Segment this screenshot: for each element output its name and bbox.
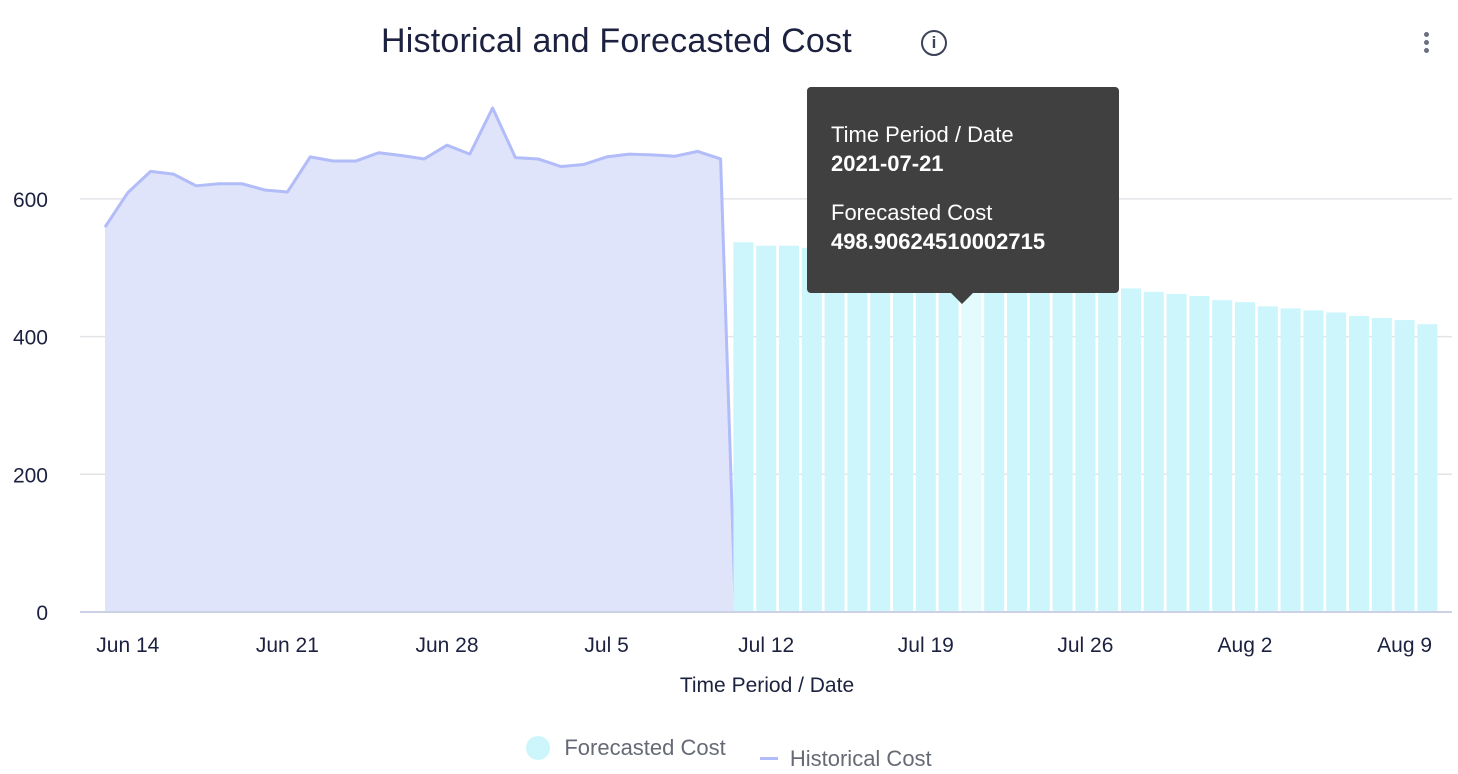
forecast-bar	[1417, 324, 1438, 612]
kebab-menu-icon[interactable]	[1416, 30, 1436, 58]
x-tick-label: Aug 9	[1377, 634, 1432, 657]
forecast-bar	[915, 264, 936, 612]
y-tick-label: 200	[13, 464, 48, 487]
forecast-bar	[756, 245, 777, 612]
legend-label-historical: Historical Cost	[789, 745, 932, 771]
forecast-bar	[1121, 288, 1141, 612]
forecast-bar	[870, 258, 891, 612]
x-axis-title: Time Period / Date	[680, 674, 854, 697]
historical-line	[103, 106, 737, 613]
x-tick-label: Jul 19	[898, 634, 954, 657]
forecast-bar	[961, 268, 982, 612]
forecast-bar	[1007, 274, 1027, 612]
x-tick-label: Jul 5	[584, 634, 628, 657]
forecast-bar	[847, 256, 868, 612]
tooltip-cost-value: 498.90624510002715	[831, 229, 1046, 254]
y-tick-label: 0	[36, 602, 48, 625]
x-tick-label: Jun 14	[96, 634, 159, 657]
forecast-bar	[824, 251, 845, 613]
forecast-bar	[984, 272, 1005, 612]
forecast-bar	[1349, 315, 1369, 612]
forecast-bar	[1166, 293, 1187, 612]
forecast-bar	[893, 262, 913, 612]
forecast-bar	[1280, 308, 1301, 612]
tooltip-arrow	[951, 293, 973, 304]
forecast-bar	[1052, 280, 1073, 612]
forecast-bar	[1235, 302, 1255, 612]
forecast-bar	[1029, 278, 1050, 612]
x-tick-label: Jul 12	[738, 634, 794, 657]
forecast-bar	[1143, 291, 1164, 612]
forecast-bar	[801, 247, 822, 612]
x-tick-label: Jun 21	[256, 634, 319, 657]
forecast-bar	[1189, 295, 1210, 612]
forecast-bar	[1257, 306, 1278, 612]
x-tick-label: Jul 26	[1057, 634, 1113, 657]
tooltip-cost-label: Forecasted Cost	[831, 200, 993, 225]
legend-item-forecasted[interactable]: Forecasted Cost	[526, 735, 726, 761]
forecast-bar	[779, 245, 799, 612]
forecasted-swatch-icon	[526, 736, 551, 760]
tooltip-date-value: 2021-07-21	[831, 151, 944, 176]
forecast-bar	[1075, 282, 1096, 612]
info-icon[interactable]: i	[921, 30, 947, 56]
y-tick-label: 600	[13, 189, 48, 212]
forecast-bar	[938, 266, 959, 612]
forecast-bar	[1212, 300, 1233, 612]
tooltip: Time Period / Date 2021-07-21 Forecasted…	[807, 87, 1119, 293]
forecast-bar	[1326, 312, 1347, 612]
tooltip-date-label: Time Period / Date	[831, 122, 1014, 147]
historical-area	[105, 108, 736, 612]
legend-label-forecasted: Forecasted Cost	[564, 735, 726, 760]
forecast-bar	[1371, 318, 1392, 612]
legend-item-historical[interactable]: Historical Cost	[759, 745, 932, 772]
forecast-bar	[1394, 320, 1415, 612]
forecast-bar	[1098, 286, 1119, 612]
y-tick-label: 400	[13, 327, 48, 350]
historical-swatch-icon	[759, 757, 778, 760]
forecast-bar	[1303, 310, 1324, 612]
x-tick-label: Aug 2	[1218, 634, 1273, 657]
legend: Forecasted Cost Historical Cost	[0, 735, 1458, 772]
x-tick-label: Jun 28	[415, 634, 478, 657]
forecast-bar	[733, 242, 754, 612]
chart-title: Historical and Forecasted Cost	[381, 22, 852, 60]
